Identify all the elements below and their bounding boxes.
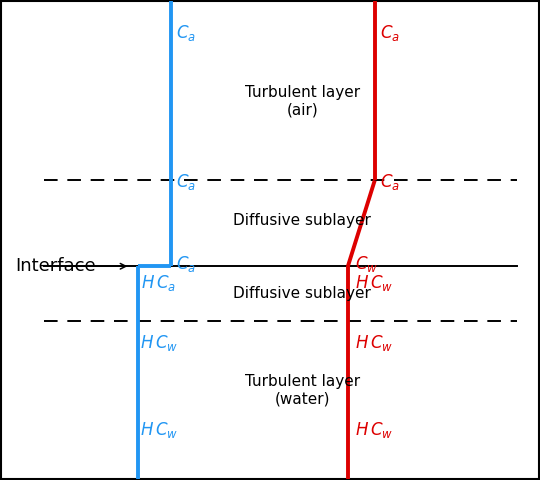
- Text: $H\,C_w$: $H\,C_w$: [355, 420, 393, 441]
- Text: $C_w$: $C_w$: [355, 254, 378, 274]
- Text: $H\,C_w$: $H\,C_w$: [140, 420, 178, 441]
- Text: $H\,C_w$: $H\,C_w$: [355, 274, 393, 293]
- Text: $C_a$: $C_a$: [380, 23, 400, 43]
- Text: $H\,C_w$: $H\,C_w$: [140, 333, 178, 353]
- Text: $C_a$: $C_a$: [176, 254, 196, 274]
- Text: Diffusive sublayer: Diffusive sublayer: [233, 286, 371, 301]
- Text: $H\,C_w$: $H\,C_w$: [355, 333, 393, 353]
- Text: Turbulent layer
(water): Turbulent layer (water): [245, 374, 360, 407]
- Text: Turbulent layer
(air): Turbulent layer (air): [245, 85, 360, 118]
- Text: Interface: Interface: [15, 257, 96, 275]
- Text: $C_a$: $C_a$: [380, 172, 400, 192]
- Text: $C_a$: $C_a$: [176, 23, 196, 43]
- Text: $H\,C_a$: $H\,C_a$: [141, 274, 176, 293]
- Text: $C_a$: $C_a$: [176, 172, 196, 192]
- Text: Diffusive sublayer: Diffusive sublayer: [233, 214, 371, 228]
